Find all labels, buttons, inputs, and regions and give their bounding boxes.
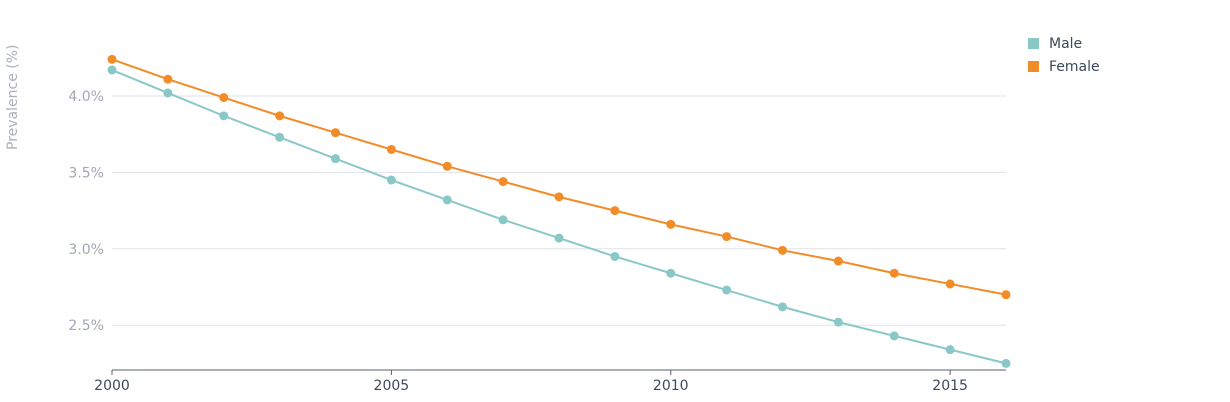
data-point-female[interactable] bbox=[889, 268, 899, 278]
legend: Male Female bbox=[1028, 32, 1100, 78]
y-tick-label: 2.5% bbox=[68, 318, 104, 334]
x-tick-label: 2010 bbox=[653, 378, 689, 394]
data-point-female[interactable] bbox=[554, 192, 564, 202]
x-axis-ticks: 2000 2005 2010 2015 bbox=[94, 370, 968, 394]
data-point-female[interactable] bbox=[163, 74, 173, 84]
data-point-female[interactable] bbox=[722, 232, 732, 242]
legend-label-female: Female bbox=[1049, 58, 1100, 75]
legend-swatch-female bbox=[1028, 61, 1039, 72]
data-point-female[interactable] bbox=[275, 111, 285, 121]
data-point-male[interactable] bbox=[666, 268, 676, 278]
data-point-male[interactable] bbox=[163, 88, 173, 98]
data-point-female[interactable] bbox=[778, 245, 787, 255]
legend-item-female[interactable]: Female bbox=[1028, 55, 1100, 78]
legend-item-male[interactable]: Male bbox=[1028, 32, 1100, 55]
data-point-male[interactable] bbox=[1001, 358, 1011, 368]
y-axis-label: Prevalence (%) bbox=[5, 45, 21, 151]
data-point-female[interactable] bbox=[219, 93, 229, 103]
data-point-male[interactable] bbox=[219, 111, 229, 121]
y-tick-label: 3.0% bbox=[68, 242, 104, 258]
data-point-male[interactable] bbox=[498, 215, 508, 225]
data-point-male[interactable] bbox=[107, 65, 117, 75]
data-point-female[interactable] bbox=[1001, 290, 1011, 300]
data-point-female[interactable] bbox=[610, 206, 620, 216]
y-tick-label: 4.0% bbox=[68, 89, 104, 105]
legend-swatch-male bbox=[1028, 38, 1039, 49]
data-point-female[interactable] bbox=[498, 177, 508, 187]
data-point-female[interactable] bbox=[107, 54, 117, 64]
data-point-female[interactable] bbox=[945, 279, 955, 289]
series-group bbox=[107, 54, 1011, 368]
x-tick-label: 2000 bbox=[94, 378, 130, 394]
y-tick-label: 3.5% bbox=[68, 165, 104, 181]
y-axis-ticks: 2.5% 3.0% 3.5% 4.0% bbox=[68, 89, 104, 334]
data-point-male[interactable] bbox=[889, 331, 899, 341]
data-point-male[interactable] bbox=[275, 132, 285, 142]
data-point-male[interactable] bbox=[331, 154, 340, 164]
data-point-female[interactable] bbox=[331, 128, 340, 138]
x-tick-label: 2005 bbox=[374, 378, 410, 394]
series-line-male bbox=[111, 69, 1007, 365]
legend-label-male: Male bbox=[1049, 35, 1083, 52]
data-point-male[interactable] bbox=[833, 317, 843, 327]
data-point-male[interactable] bbox=[610, 251, 620, 261]
data-point-male[interactable] bbox=[442, 195, 452, 205]
data-point-male[interactable] bbox=[945, 345, 955, 355]
data-point-female[interactable] bbox=[666, 219, 676, 229]
data-point-male[interactable] bbox=[722, 285, 732, 295]
data-point-female[interactable] bbox=[386, 144, 396, 154]
data-point-male[interactable] bbox=[386, 175, 396, 185]
data-point-male[interactable] bbox=[554, 233, 564, 243]
x-tick-label: 2015 bbox=[932, 378, 968, 394]
data-point-male[interactable] bbox=[778, 302, 787, 312]
gridlines bbox=[112, 95, 1006, 326]
series-line-female bbox=[111, 58, 1007, 296]
data-point-female[interactable] bbox=[833, 256, 843, 266]
data-point-female[interactable] bbox=[442, 161, 452, 171]
